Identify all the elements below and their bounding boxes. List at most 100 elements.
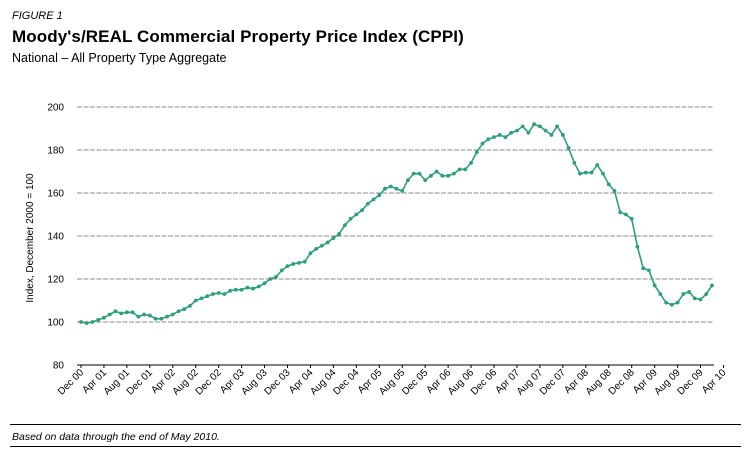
data-point	[647, 268, 651, 273]
data-point	[457, 167, 462, 172]
data-point	[692, 296, 697, 301]
figure-label: FIGURE 1	[12, 10, 63, 22]
data-point	[635, 244, 640, 249]
data-point	[509, 130, 514, 135]
data-point	[400, 188, 405, 193]
data-point	[532, 122, 537, 127]
data-point	[543, 128, 548, 133]
data-point	[205, 294, 210, 299]
data-point	[669, 302, 674, 307]
y-tick-label: 140	[47, 232, 64, 243]
data-point	[130, 310, 135, 315]
data-point	[423, 178, 428, 183]
data-point	[274, 274, 278, 279]
footer-divider	[10, 424, 741, 425]
y-tick-label: 160	[47, 189, 64, 200]
chart-subtitle: National – All Property Type Aggregate	[12, 51, 227, 65]
y-tick-label: 100	[47, 318, 64, 329]
y-tick-label: 80	[53, 361, 65, 372]
data-point	[463, 167, 468, 172]
data-point	[102, 315, 106, 320]
data-point	[153, 316, 158, 321]
data-point	[652, 283, 657, 288]
data-point	[618, 210, 623, 215]
data-point	[377, 193, 382, 198]
x-tick-label: Dec 01	[125, 367, 155, 397]
data-point	[583, 170, 588, 175]
series-line	[80, 123, 713, 324]
data-point	[612, 188, 617, 193]
x-tick-label: Dec 07	[538, 367, 568, 397]
data-point	[480, 141, 485, 146]
data-point	[601, 171, 605, 176]
data-point	[320, 243, 324, 248]
data-point	[664, 300, 669, 305]
data-point	[107, 312, 112, 317]
data-point	[469, 161, 473, 165]
data-point	[503, 135, 508, 140]
data-point	[199, 296, 204, 301]
data-point	[124, 310, 129, 315]
data-point	[251, 286, 255, 291]
data-point	[520, 124, 525, 129]
data-point	[624, 212, 628, 217]
x-tick-label: Dec 00	[56, 367, 86, 397]
data-point	[411, 171, 416, 176]
y-tick-label: 120	[47, 275, 64, 286]
data-point	[245, 285, 250, 290]
footnote: Based on data through the end of May 201…	[12, 431, 220, 443]
data-point	[572, 161, 577, 165]
data-point	[279, 268, 284, 273]
data-point	[176, 309, 181, 314]
data-point	[687, 290, 691, 294]
data-point	[79, 320, 83, 324]
data-point	[658, 292, 663, 296]
data-point	[182, 307, 187, 311]
x-tick-label: Dec 03	[262, 367, 292, 397]
data-point	[595, 163, 600, 167]
data-point	[297, 260, 301, 265]
data-point	[515, 128, 519, 133]
data-point	[147, 313, 152, 318]
bottom-divider	[10, 446, 741, 447]
data-point	[394, 186, 399, 191]
data-point	[492, 135, 496, 140]
data-point	[348, 216, 353, 221]
x-tick-label: Dec 02	[194, 367, 224, 397]
data-point	[417, 171, 422, 176]
data-point	[211, 292, 215, 296]
data-point	[388, 184, 393, 189]
data-point	[566, 145, 571, 150]
data-point	[354, 212, 359, 217]
data-point	[629, 216, 634, 221]
chart-title: Moody's/REAL Commercial Property Price I…	[12, 27, 464, 46]
data-point	[302, 259, 307, 264]
data-point	[675, 300, 680, 305]
data-point	[291, 262, 296, 266]
data-point	[578, 171, 582, 176]
data-point	[474, 150, 479, 155]
y-tick-labels: 80 100 120 140 160 180 200	[47, 103, 64, 372]
data-point	[84, 321, 89, 325]
data-point	[451, 171, 456, 176]
data-point	[538, 124, 542, 129]
data-point	[589, 170, 594, 175]
data-point	[170, 312, 175, 317]
x-tick-label: Dec 09	[675, 367, 705, 397]
data-point	[342, 223, 347, 228]
data-point	[549, 133, 554, 137]
data-point	[222, 292, 227, 296]
x-tick-label: Dec 05	[400, 367, 430, 397]
data-point	[216, 291, 221, 295]
data-point	[113, 309, 118, 314]
data-point	[681, 292, 686, 296]
data-point	[497, 133, 502, 137]
data-point	[142, 312, 147, 317]
x-tick-label: Dec 06	[469, 367, 499, 397]
data-point	[90, 320, 95, 324]
data-point	[285, 264, 290, 268]
data-point	[698, 297, 703, 302]
data-point	[383, 186, 387, 191]
data-point	[371, 197, 376, 202]
